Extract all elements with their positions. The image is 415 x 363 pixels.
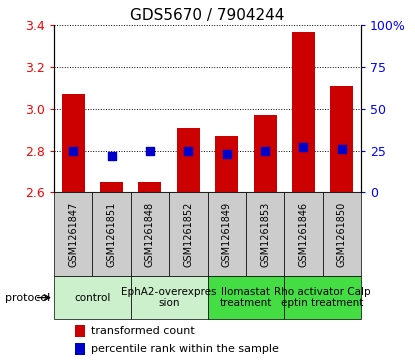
Text: Rho activator Calp
eptin treatment: Rho activator Calp eptin treatment — [274, 287, 371, 309]
Point — [223, 151, 230, 157]
Bar — [330, 86, 354, 192]
Text: GSM1261848: GSM1261848 — [145, 201, 155, 267]
Bar — [131, 276, 208, 319]
Bar — [292, 32, 315, 192]
Bar — [215, 136, 238, 192]
Bar — [177, 128, 200, 192]
Bar — [76, 343, 85, 355]
Bar — [254, 115, 276, 192]
Text: GSM1261846: GSM1261846 — [298, 201, 308, 267]
Bar — [246, 192, 284, 276]
Text: GSM1261852: GSM1261852 — [183, 201, 193, 267]
Text: GSM1261850: GSM1261850 — [337, 201, 347, 267]
Bar — [93, 192, 131, 276]
Bar — [54, 276, 131, 319]
Bar — [169, 192, 208, 276]
Point — [70, 148, 76, 154]
Point — [300, 144, 307, 150]
Bar — [139, 182, 161, 192]
Bar — [323, 192, 361, 276]
Bar — [62, 94, 85, 192]
Text: GSM1261853: GSM1261853 — [260, 201, 270, 267]
Text: Ilomastat
treatment: Ilomastat treatment — [220, 287, 272, 309]
Title: GDS5670 / 7904244: GDS5670 / 7904244 — [130, 8, 285, 23]
Bar — [208, 192, 246, 276]
Bar — [54, 192, 92, 276]
Text: EphA2-overexpres
sion: EphA2-overexpres sion — [121, 287, 217, 309]
Text: transformed count: transformed count — [91, 326, 195, 335]
Point — [146, 148, 153, 154]
Point — [339, 146, 345, 152]
Text: protocol: protocol — [5, 293, 54, 303]
Bar — [284, 276, 361, 319]
Text: GSM1261847: GSM1261847 — [68, 201, 78, 267]
Bar — [284, 192, 323, 276]
Text: GSM1261849: GSM1261849 — [222, 201, 232, 267]
Bar — [76, 325, 85, 337]
Bar — [131, 192, 169, 276]
Text: percentile rank within the sample: percentile rank within the sample — [91, 343, 279, 354]
Point — [185, 148, 192, 154]
Point — [262, 148, 269, 154]
Bar — [100, 182, 123, 192]
Bar — [208, 276, 284, 319]
Point — [108, 153, 115, 159]
Text: GSM1261851: GSM1261851 — [107, 201, 117, 267]
Text: control: control — [74, 293, 110, 303]
